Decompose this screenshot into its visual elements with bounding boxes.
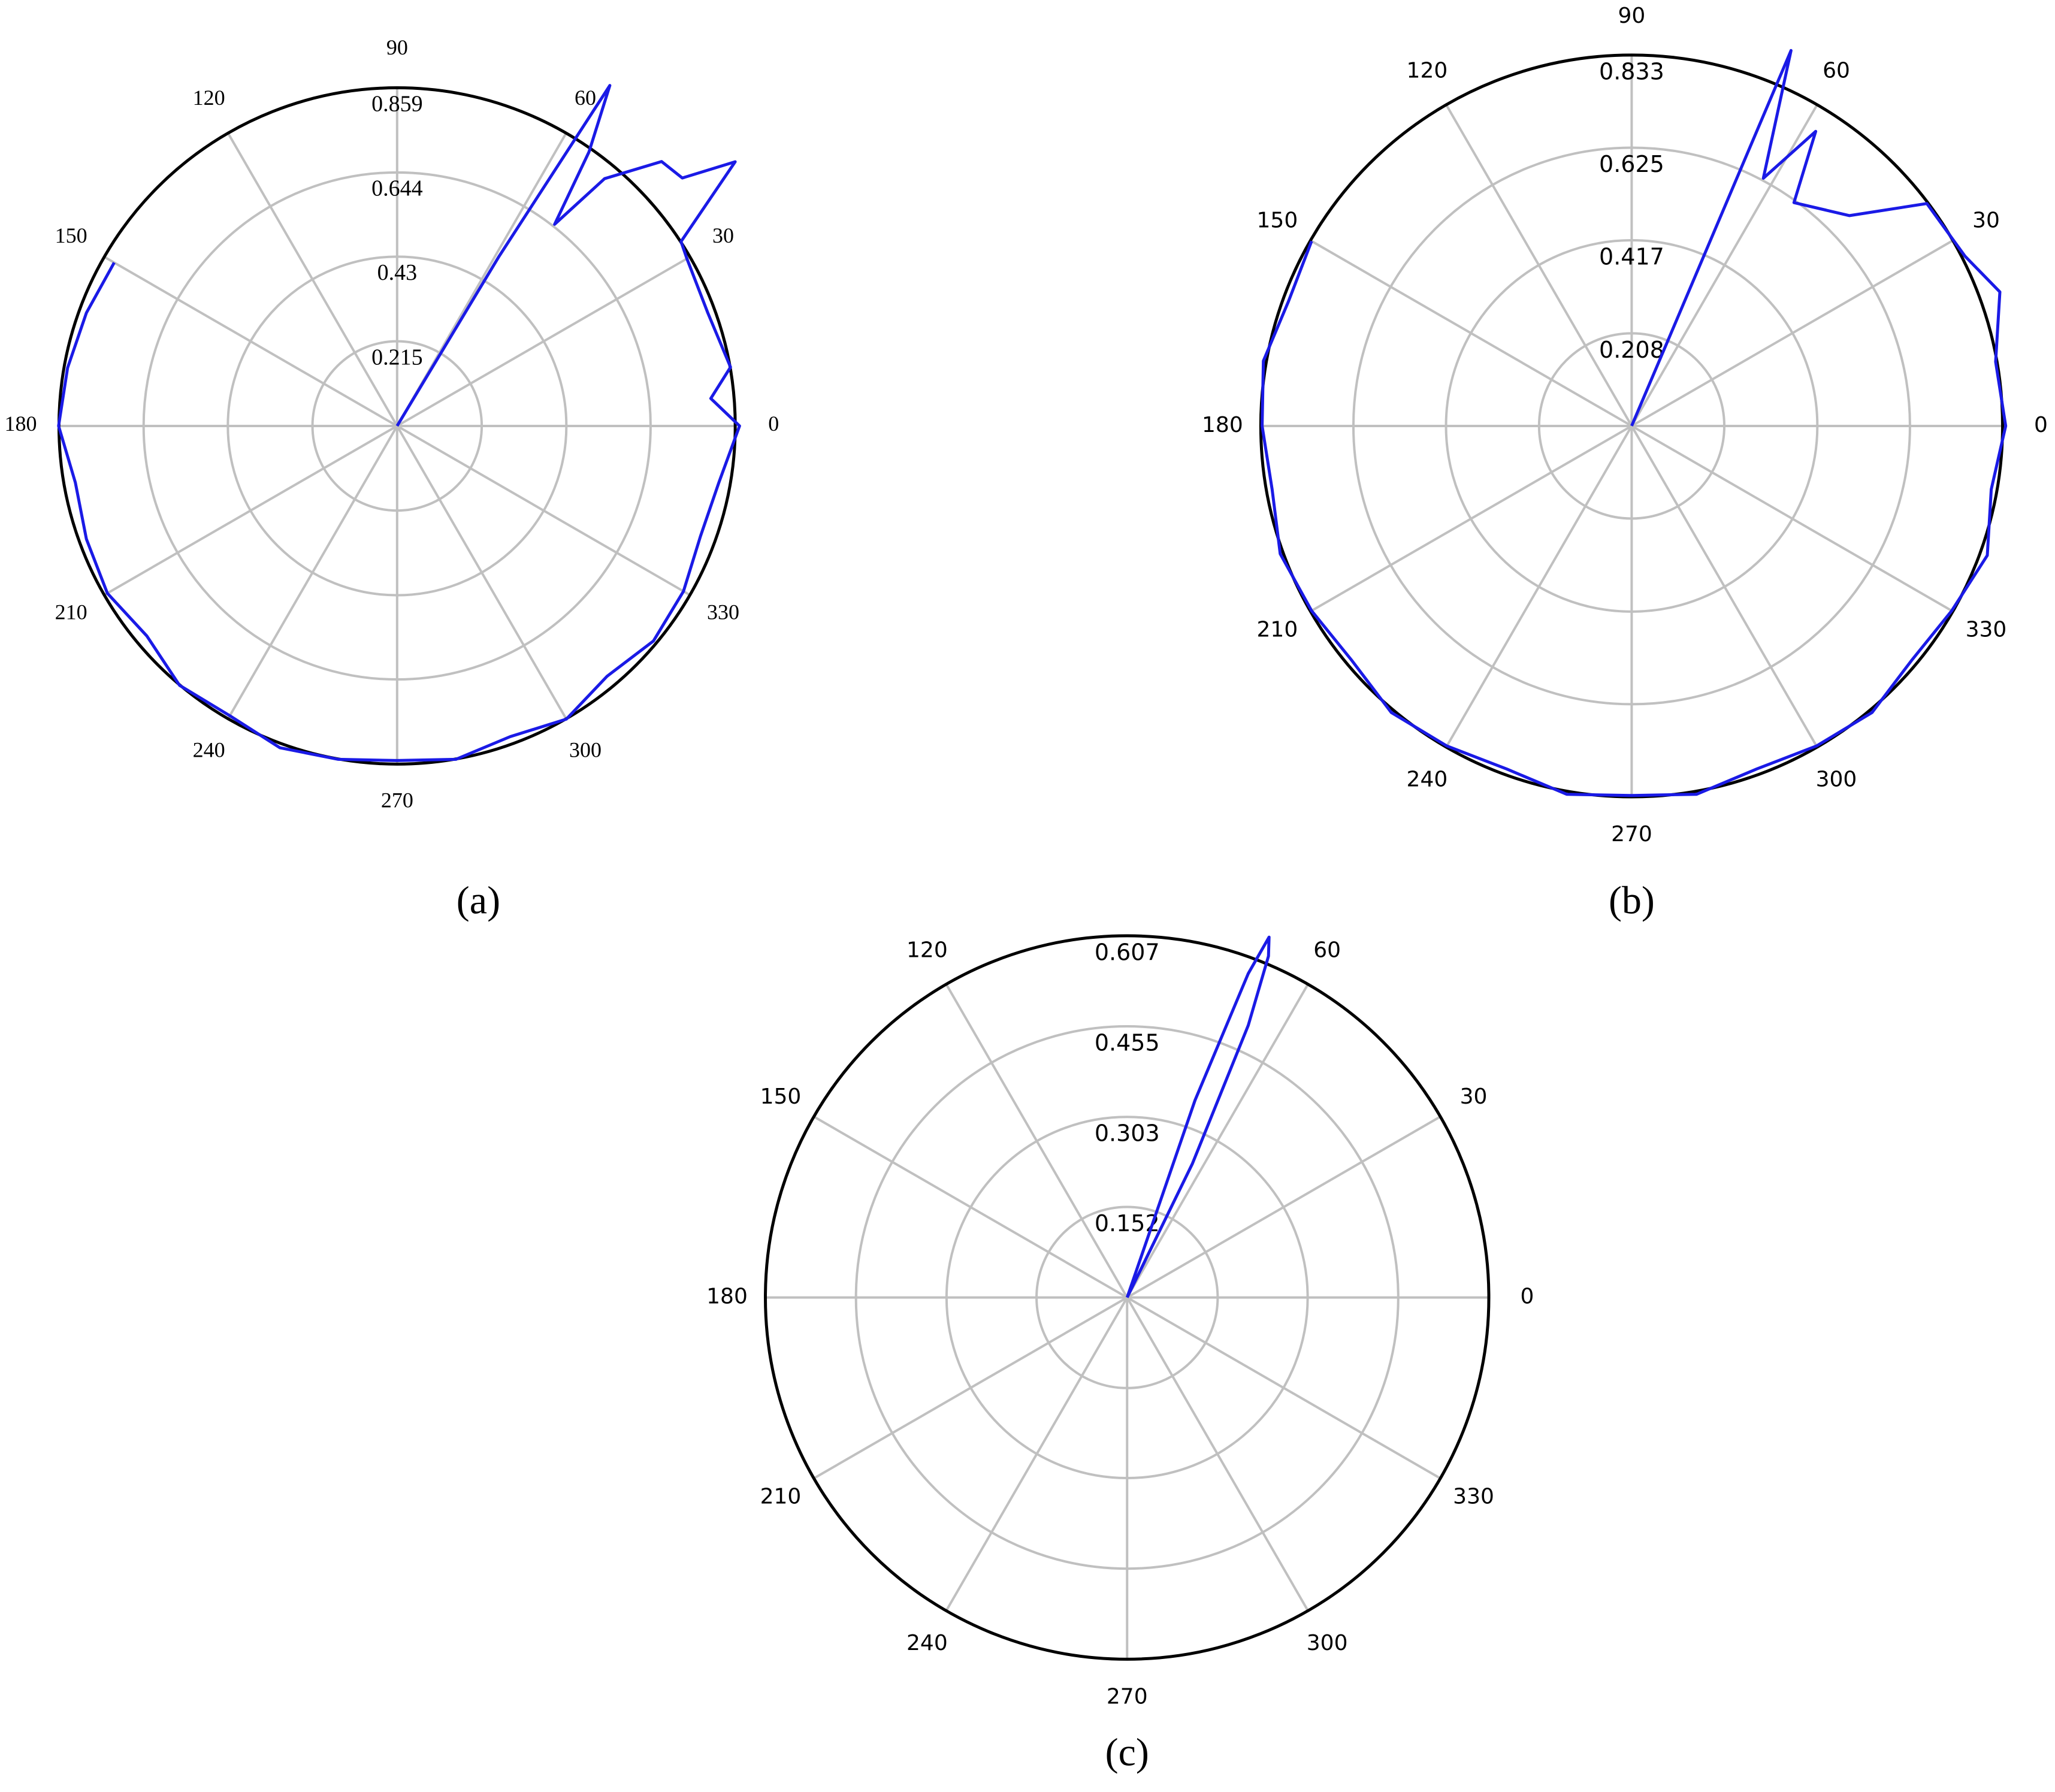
ring <box>226 255 568 597</box>
polar-chart: 0 30 60 90 120 150 180 210 240 270 300 330 0.215 0.43… <box>4 35 779 923</box>
panel-label: (b) <box>1609 879 1655 923</box>
angle-label: 210 <box>55 600 87 624</box>
angle-label: 120 <box>193 86 225 110</box>
angle-label: 330 <box>1453 1485 1494 1509</box>
angle-label: 150 <box>760 1084 802 1109</box>
angle-label: 240 <box>193 738 225 761</box>
radius-label: 0.625 <box>1599 151 1664 177</box>
angle-label: 0 <box>1521 1285 1534 1309</box>
polar-chart: 0 30 60 90 120 150 180 210 240 270 300 330 0.208 0.41… <box>1202 4 2048 923</box>
ring <box>945 1116 1309 1480</box>
angle-label: 120 <box>1407 58 1448 83</box>
radius-label: 0.644 <box>371 176 423 201</box>
angle-label: 180 <box>706 1285 748 1309</box>
ring <box>1537 332 1726 520</box>
radius-label: 0.417 <box>1599 244 1664 270</box>
panel-label: (a) <box>457 879 500 923</box>
angle-label: 270 <box>1107 1684 1148 1709</box>
ring <box>142 171 652 681</box>
ring <box>1035 1205 1219 1389</box>
angle-label: 270 <box>1611 822 1652 847</box>
angle-label: 300 <box>1816 767 1857 791</box>
angle-label: 180 <box>4 412 37 436</box>
radius-label: 0.215 <box>371 345 423 370</box>
angle-label: 180 <box>1202 413 1243 437</box>
angle-label: 90 <box>1618 4 1646 28</box>
angle-label: 30 <box>712 223 734 247</box>
ring <box>1352 146 1911 706</box>
ring <box>854 1025 1400 1570</box>
angle-label: 60 <box>575 86 596 110</box>
pattern-line <box>1125 935 1271 1298</box>
pattern-line <box>57 84 741 762</box>
ring <box>1444 239 1819 613</box>
angle-label: 60 <box>1313 938 1341 962</box>
angle-label: 0 <box>2034 413 2048 437</box>
angle-label: 30 <box>1460 1084 1488 1109</box>
angle-label: 240 <box>906 1631 948 1655</box>
angle-label: 90 <box>386 35 408 59</box>
angle-label: 210 <box>760 1485 802 1509</box>
outer-circle <box>764 934 1491 1661</box>
angle-label: 0 <box>768 412 779 436</box>
angle-label: 330 <box>1966 617 2007 642</box>
radius-label: 0.208 <box>1599 337 1664 363</box>
angle-label: 270 <box>381 788 413 812</box>
pattern-line <box>1261 49 2008 797</box>
angle-label: 150 <box>1257 208 1298 232</box>
polar-chart: 030601201501802102402703003300.1520.3030… <box>706 934 1534 1774</box>
radius-label: 0.859 <box>371 91 423 116</box>
angle-label: 60 <box>1823 58 1850 83</box>
angle-label: 240 <box>1407 767 1448 791</box>
ring <box>311 340 483 512</box>
panel-label: (c) <box>1105 1730 1149 1774</box>
angle-label: 210 <box>1257 617 1298 642</box>
angle-label: 30 <box>1972 208 2000 232</box>
angle-label: 300 <box>569 738 602 761</box>
radius-label: 0.833 <box>1599 58 1664 84</box>
radius-label: 0.455 <box>1095 1030 1160 1056</box>
radius-label: 0.43 <box>377 260 418 285</box>
angle-label: 150 <box>55 223 87 247</box>
radius-label: 0.303 <box>1095 1120 1160 1147</box>
angle-label: 330 <box>707 600 739 624</box>
angle-label: 120 <box>906 938 948 962</box>
radius-label: 0.607 <box>1095 939 1160 965</box>
angle-label: 300 <box>1307 1631 1348 1655</box>
